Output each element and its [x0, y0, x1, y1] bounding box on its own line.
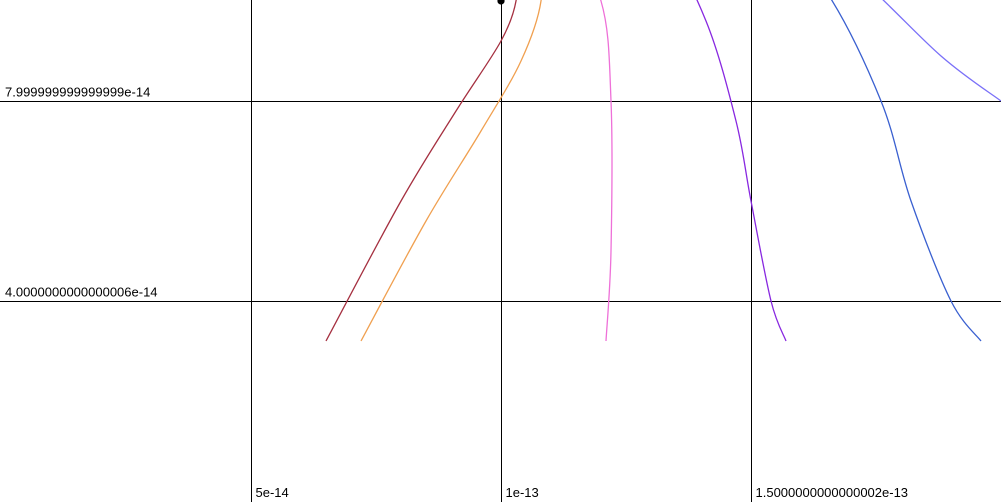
x-tick-label-1: 1e-13 — [506, 485, 539, 500]
series-line-3 — [696, 0, 787, 342]
x-tick-label-0: 5e-14 — [256, 485, 289, 500]
series-line-2 — [599, 0, 613, 342]
y-tick-label-0: 4.0000000000000006e-14 — [5, 285, 158, 300]
tick-label-layer: 5e-14 1e-13 1.5000000000000002e-13 4.000000… — [5, 85, 909, 501]
curve-layer — [325, 0, 1001, 342]
data-point-marker — [497, 0, 505, 5]
series-line-4 — [830, 0, 982, 342]
series-line-0 — [325, 0, 517, 342]
y-tick-label-1: 7.999999999999999e-14 — [5, 85, 150, 100]
x-tick-label-2: 1.5000000000000002e-13 — [756, 485, 909, 500]
series-line-5 — [882, 0, 1001, 102]
series-line-1 — [360, 0, 542, 342]
marker-layer — [497, 0, 505, 5]
